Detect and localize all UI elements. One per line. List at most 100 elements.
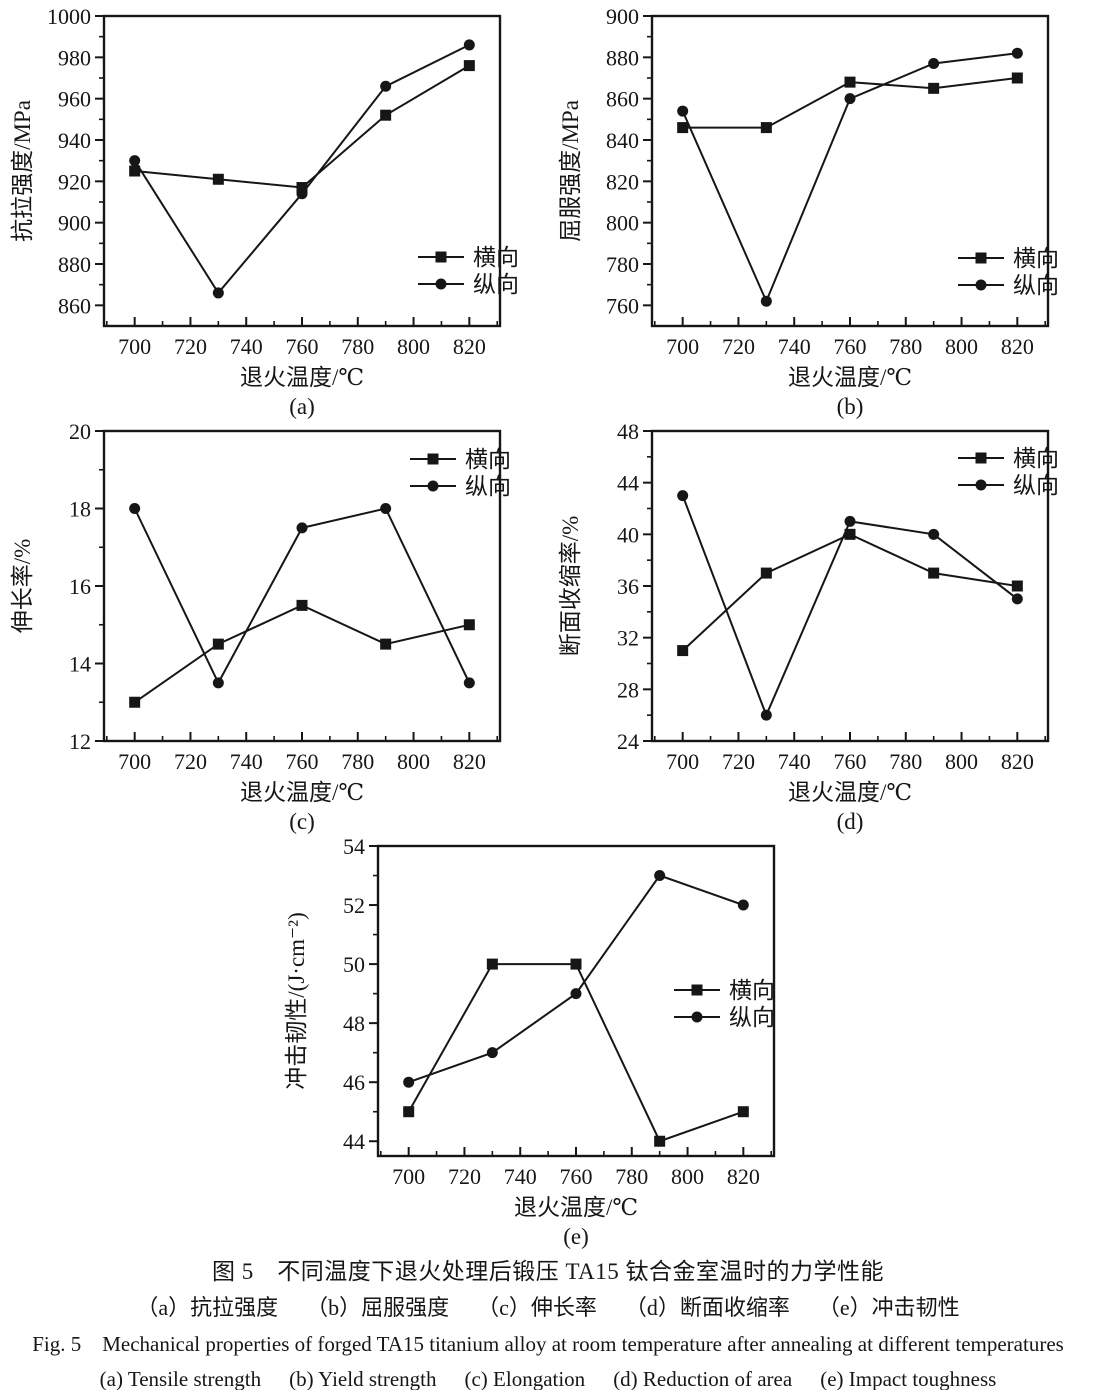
x-tick-label: 780	[341, 334, 374, 359]
x-tick-label: 700	[666, 334, 699, 359]
x-tick-label: 820	[1001, 749, 1034, 774]
circle-marker	[760, 295, 772, 307]
subcaption-chinese: （a）抗拉强度 （b）屈服强度 （c）伸长率 （d）断面收缩率 （e）冲击韧性	[0, 1290, 1096, 1326]
x-tick-label: 780	[889, 334, 922, 359]
y-tick-label: 48	[343, 1011, 365, 1036]
panel-d: 700 720 740 760 780 800 820 24 28 32 36 40 44 48 退火温度/…	[548, 415, 1096, 834]
legend-label: 横向	[1013, 446, 1059, 471]
legend-item-transverse: 横向	[958, 446, 1059, 471]
caption-chinese: 图 5 不同温度下退火处理后锻压 TA15 钛合金室温时的力学性能	[211, 1259, 885, 1284]
legend-item-longitudinal: 纵向	[958, 273, 1059, 298]
legend-label: 纵向	[465, 474, 511, 499]
x-tick-label: 760	[560, 1164, 593, 1189]
plot-frame	[376, 844, 776, 1158]
chart-c-elongation: 700 720 740 760 780 800 820 12 14 16 18 20 退火温度/℃ (c)…	[10, 419, 511, 834]
circle-marker	[212, 287, 224, 299]
circle-marker	[928, 528, 940, 540]
square-marker	[677, 645, 689, 657]
square-marker	[380, 109, 392, 121]
legend-label: 纵向	[473, 272, 519, 297]
circle-marker	[296, 188, 308, 200]
circle-marker	[928, 58, 940, 70]
circle-marker	[296, 522, 308, 534]
chart-a-tensile-strength: 700 720 740 760 780 800 820 860 880 900 920 940 960 9…	[10, 4, 519, 419]
y-tick-label: 48	[617, 419, 639, 444]
square-marker	[403, 1106, 415, 1118]
y-tick-label: 860	[606, 87, 639, 112]
y-tick-label: 44	[343, 1129, 365, 1154]
x-tick-label: 720	[722, 749, 755, 774]
y-tick-label: 940	[58, 128, 91, 153]
x-tick-label: 720	[174, 749, 207, 774]
y-tick-label: 900	[606, 4, 639, 29]
circle-marker	[380, 80, 392, 92]
panel-label: (b)	[837, 394, 864, 419]
square-marker	[296, 182, 308, 194]
square-marker	[486, 958, 498, 970]
subcaption-en-item-e: (e) Impact toughness	[820, 1367, 997, 1390]
circle-marker	[212, 677, 224, 689]
series-line-transverse	[682, 533, 1018, 652]
x-axis-label: 退火温度/℃	[240, 365, 364, 390]
circle-marker	[654, 870, 666, 882]
chart-d-reduction-of-area: 700 720 740 760 780 800 820 24 28 32 36 40 44 48 退火温度/…	[558, 419, 1059, 834]
x-tick-label: 760	[834, 749, 867, 774]
x-tick-label: 700	[392, 1164, 425, 1189]
x-tick-label: 760	[286, 749, 319, 774]
square-marker	[975, 252, 987, 264]
square-marker	[691, 984, 703, 996]
y-tick-label: 960	[58, 87, 91, 112]
y-tick-label: 32	[617, 626, 639, 651]
square-marker	[463, 60, 475, 72]
square-marker	[129, 165, 141, 177]
y-tick-label: 28	[617, 677, 639, 702]
square-marker	[975, 452, 987, 464]
x-tick-label: 820	[453, 334, 486, 359]
x-tick-label: 780	[615, 1164, 648, 1189]
square-marker	[928, 82, 940, 94]
y-tick-label: 46	[343, 1070, 365, 1095]
y-tick-label: 50	[343, 952, 365, 977]
y-tick-label: 52	[343, 893, 365, 918]
y-tick-label: 44	[617, 471, 639, 496]
chart-b-yield-strength: 700 720 740 760 780 800 820 760 780 800 820 840 860 8…	[558, 4, 1059, 419]
y-tick-label: 840	[606, 128, 639, 153]
x-tick-label: 760	[286, 334, 319, 359]
square-marker	[928, 567, 940, 579]
legend-item-longitudinal: 纵向	[674, 1005, 775, 1030]
panel-e: 700 720 740 760 780 800 820 44 46 48 50 52 54 退火温度/℃ (…	[0, 830, 1096, 1249]
x-tick-label: 820	[1001, 334, 1034, 359]
square-marker	[435, 251, 447, 263]
y-tick-label: 900	[58, 211, 91, 236]
subcaption-en-item-a: (a) Tensile strength	[99, 1367, 262, 1390]
legend-item-transverse: 横向	[410, 447, 511, 472]
subcaption-english: (a) Tensile strength (b) Yield strength …	[0, 1362, 1096, 1390]
legend-item-transverse: 横向	[418, 245, 519, 270]
subcaption-en-item-b: (b) Yield strength	[289, 1367, 437, 1390]
square-marker	[654, 1135, 666, 1147]
circle-marker	[570, 988, 582, 1000]
y-tick-label: 12	[69, 729, 91, 754]
square-marker	[737, 1106, 749, 1118]
circle-marker	[844, 515, 856, 527]
x-tick-label: 700	[118, 749, 151, 774]
x-axis-label: 退火温度/℃	[240, 780, 364, 805]
x-axis-label: 退火温度/℃	[514, 1195, 638, 1220]
legend-label: 纵向	[729, 1005, 775, 1030]
circle-marker	[677, 490, 689, 502]
x-tick-label: 720	[722, 334, 755, 359]
square-marker	[677, 122, 689, 134]
y-axis-label: 抗拉强度/MPa	[10, 100, 35, 242]
subcaption-cn-item-c: （c）伸长率	[477, 1295, 597, 1320]
circle-marker	[1011, 593, 1023, 605]
panel-label: (c)	[289, 809, 315, 834]
panel-a: 700 720 740 760 780 800 820 860 880 900 920 940 960 9…	[0, 0, 548, 419]
legend-label: 横向	[1013, 246, 1059, 271]
y-tick-label: 820	[606, 169, 639, 194]
legend-item-transverse: 横向	[674, 978, 775, 1003]
y-tick-label: 20	[69, 419, 91, 444]
caption-english: Fig. 5 Mechanical properties of forged T…	[32, 1332, 1064, 1356]
x-tick-label: 800	[397, 334, 430, 359]
y-axis-label: 断面收缩率/%	[558, 516, 583, 657]
